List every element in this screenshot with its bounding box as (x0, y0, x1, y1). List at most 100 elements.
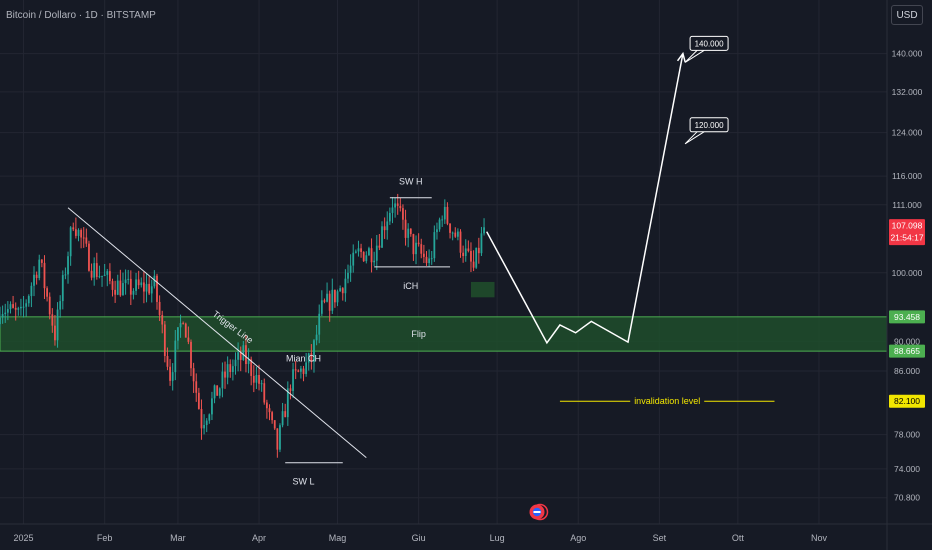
candle-down (161, 315, 164, 325)
candle-up (218, 388, 221, 396)
candle-up (281, 411, 284, 426)
candle-down (169, 366, 171, 381)
candle-down (378, 245, 381, 248)
candle-up (231, 366, 234, 372)
candle-down (383, 226, 386, 231)
candle-up (354, 251, 357, 253)
candle-up (59, 301, 62, 310)
price-tag-value: 88.665 (894, 346, 920, 356)
candle-up (373, 260, 376, 263)
candle-up (388, 212, 391, 222)
candle-up (326, 293, 328, 302)
candle-down (399, 205, 402, 209)
candle-up (61, 275, 64, 302)
candle-up (177, 327, 179, 341)
candle-up (339, 288, 342, 292)
candle-up (365, 255, 368, 262)
candle-down (224, 371, 226, 378)
candle-up (171, 372, 174, 381)
candle-up (336, 291, 339, 303)
candle-up (344, 278, 347, 294)
candle-up (69, 227, 72, 257)
candle-down (396, 203, 399, 206)
price-tag-value: 82.100 (894, 396, 920, 406)
x-tick-label: Giu (412, 533, 426, 543)
candle-up (116, 280, 119, 295)
candle-up (318, 313, 321, 335)
candle-down (182, 323, 185, 325)
callout-box (689, 35, 729, 51)
callout-box (689, 117, 729, 133)
candle-up (368, 248, 370, 256)
candle-down (197, 392, 200, 409)
candle-down (454, 232, 457, 237)
candle-up (352, 252, 355, 266)
candle-down (143, 282, 145, 292)
candle-down (268, 408, 271, 413)
candle-down (467, 248, 470, 251)
candle-up (357, 248, 360, 252)
candle-down (12, 304, 14, 308)
symbol-title: Bitcoin / Dollaro · 1D · BITSTAMP (6, 10, 156, 21)
candle-up (331, 289, 334, 311)
candle-down (273, 420, 276, 429)
candle-down (341, 288, 344, 294)
candle-down (276, 428, 279, 450)
x-tick-label: Mag (329, 533, 347, 543)
candle-down (362, 251, 365, 262)
x-tick-label: Lug (490, 533, 505, 543)
y-tick-label: 70.800 (894, 493, 920, 503)
candle-up (349, 265, 352, 273)
candles-layer (0, 193, 485, 458)
candle-down (472, 261, 475, 268)
trigger-line (67, 207, 367, 458)
candle-down (404, 219, 407, 238)
candle-up (305, 362, 308, 374)
x-tick-label: Apr (252, 533, 266, 543)
candle-up (174, 340, 177, 373)
candle-up (292, 369, 294, 391)
drawings-layer (67, 51, 775, 464)
candle-down (402, 208, 404, 220)
candle-down (409, 228, 412, 235)
candle-up (247, 359, 250, 365)
projection-arrow-head (676, 51, 686, 63)
candle-down (111, 281, 114, 290)
candle-up (226, 364, 229, 378)
candle-down (119, 280, 122, 296)
candle-up (394, 203, 396, 208)
candle-down (187, 337, 190, 342)
candle-up (27, 296, 30, 304)
candle-up (315, 334, 318, 341)
candle-up (234, 359, 237, 367)
candle-down (459, 231, 462, 253)
candle-down (294, 369, 297, 371)
candle-down (297, 370, 300, 372)
candle-down (417, 242, 420, 245)
y-tick-label: 74.000 (894, 464, 920, 474)
candle-up (242, 345, 245, 360)
candle-down (360, 248, 362, 252)
price-tag (889, 310, 925, 324)
candle-up (480, 233, 483, 254)
candle-down (323, 300, 326, 302)
candle-up (6, 309, 9, 313)
annotation-label: SW H (399, 177, 423, 187)
candle-up (428, 258, 431, 264)
currency-button[interactable]: USD (891, 5, 923, 25)
candle-down (190, 341, 192, 369)
candle-down (245, 345, 247, 365)
candle-down (449, 223, 451, 233)
candle-up (203, 425, 205, 429)
candle-up (386, 221, 389, 231)
time-axis-bg (0, 524, 932, 550)
candle-up (17, 308, 20, 310)
y-tick-label: 86.000 (894, 366, 920, 376)
candle-down (239, 352, 242, 360)
candle-down (35, 274, 38, 279)
candle-up (320, 300, 323, 314)
callout-pointer (684, 49, 705, 63)
candle-up (98, 276, 101, 278)
